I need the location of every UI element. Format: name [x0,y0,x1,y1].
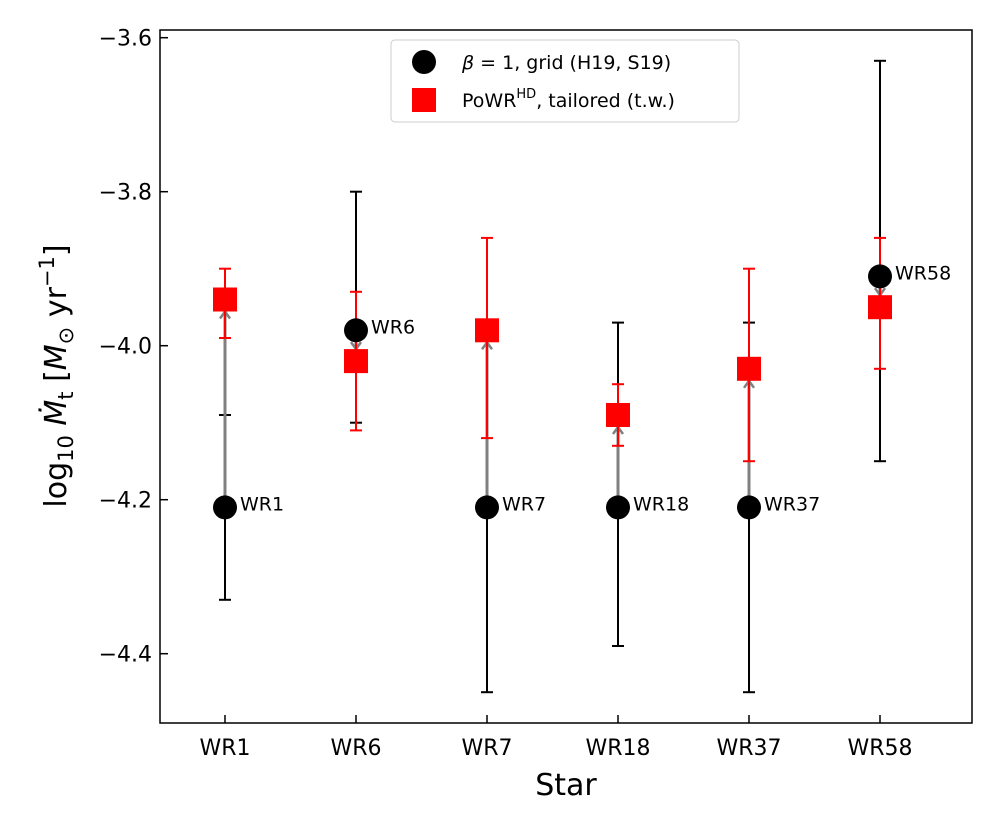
x-tick-label: WR7 [461,736,512,761]
legend-box [390,39,740,123]
star-point-label: WR18 [633,493,689,515]
grid-point [344,318,368,343]
grid-point [213,495,237,520]
x-tick-label: WR37 [716,736,781,761]
powr-point [213,287,237,312]
powr-point [868,295,892,320]
grid-point [868,264,892,289]
y-tick-label: −3.8 [99,181,152,206]
plot-area: −4.4 −4.2 −4.0 −3.8 −3.6 WR1 WR6 WR7 WR18 WR37 WR5… [99,27,952,761]
legend-square-marker [412,88,436,112]
star-point-label: WR1 [240,493,284,515]
legend-entry-grid: β = 1, grid (H19, S19) [461,52,671,74]
y-tick-label: −4.4 [99,643,152,668]
legend-entry-powr: PoWRHD, tailored (t.w.) [462,87,675,112]
y-axis-label: log10 Ṁt [M⊙ yr−1] [35,244,78,507]
x-tick-label: WR58 [847,736,912,761]
powr-point [475,318,499,343]
y-tick-label: −4.0 [99,335,152,360]
plot-frame [159,29,973,724]
y-tick-label: −3.6 [99,27,152,52]
star-point-label: WR58 [895,262,951,284]
powr-point [606,403,630,427]
grid-point [475,495,499,520]
star-point-label: WR7 [502,493,546,515]
powr-point [344,349,368,374]
grid-point [737,495,761,520]
powr-point [737,356,761,381]
legend-circle-marker [412,50,436,74]
x-tick-label: WR1 [199,736,250,761]
y-tick-label: −4.2 [99,489,152,514]
star-point-label: WR6 [371,316,415,338]
star-point-label: WR37 [764,493,820,515]
grid-point [606,495,630,520]
x-axis-label: Star [535,768,597,803]
x-tick-label: WR18 [585,736,650,761]
x-tick-label: WR6 [330,736,381,761]
legend: β = 1, grid (H19, S19) PoWRHD, tailored … [390,39,740,123]
